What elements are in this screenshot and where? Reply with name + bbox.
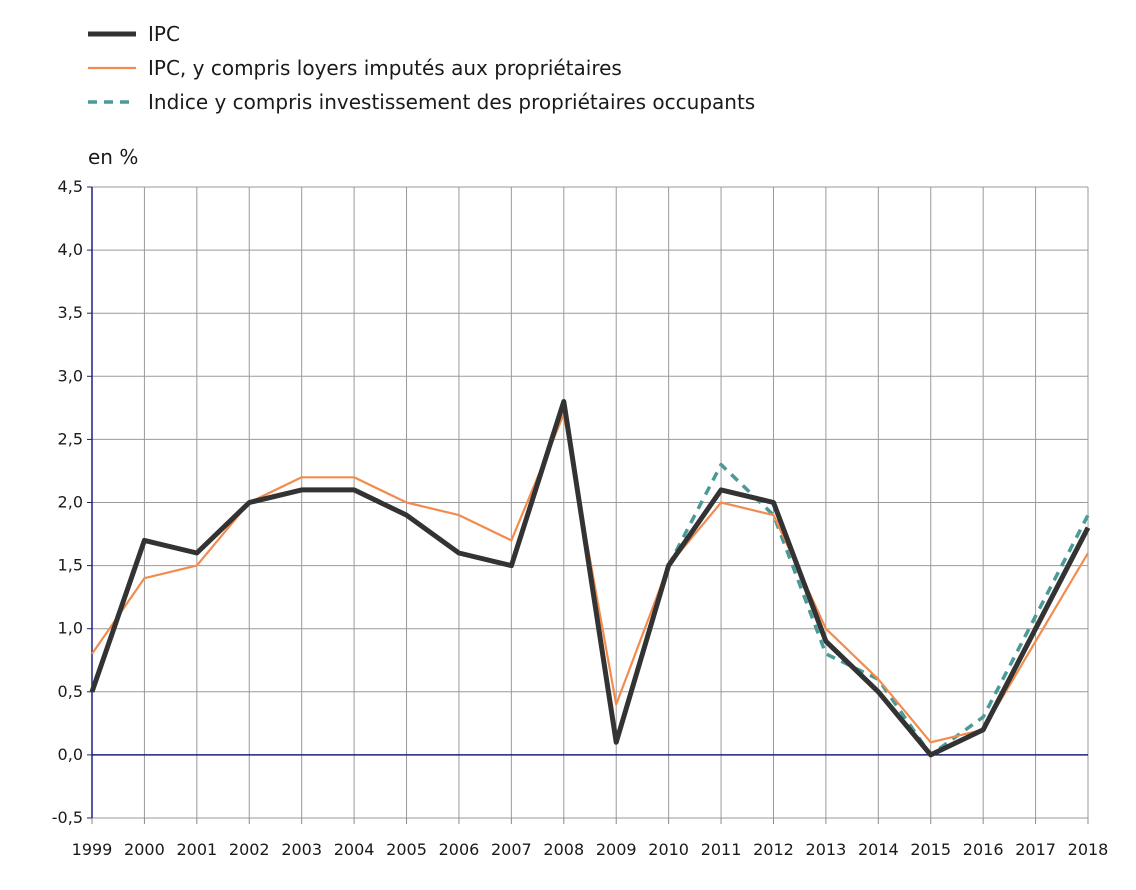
- x-tick-label: 2001: [176, 840, 217, 859]
- x-tick-label: 2012: [753, 840, 794, 859]
- series-group: [89, 399, 1091, 758]
- x-tick-label: 1999: [72, 840, 113, 859]
- legend-item-indice-investissement: Indice y compris investissement des prop…: [88, 90, 755, 114]
- y-tick-label: 3,0: [58, 366, 83, 385]
- y-tick-label: 4,0: [58, 240, 83, 259]
- series-line-ipc: [89, 399, 1091, 758]
- axes: [87, 186, 1089, 824]
- x-tick-label: 2003: [281, 840, 322, 859]
- legend-item-ipc: IPC: [88, 22, 180, 46]
- legend-label: IPC: [148, 22, 180, 46]
- legend-item-ipc-loyers: IPC, y compris loyers imputés aux propri…: [88, 56, 622, 80]
- x-tick-label: 2007: [491, 840, 532, 859]
- legend-label: Indice y compris investissement des prop…: [148, 90, 755, 114]
- x-tick-label: 2018: [1068, 840, 1109, 859]
- x-tick-label: 2000: [124, 840, 165, 859]
- legend: IPC IPC, y compris loyers imputés aux pro…: [88, 22, 755, 114]
- x-tick-labels: 1999 2000 2001 2002 2003 2004 2005 2006 2007 2008…: [72, 840, 1109, 859]
- x-tick-label: 2011: [701, 840, 742, 859]
- x-tick-label: 2013: [806, 840, 847, 859]
- x-tick-label: 2016: [963, 840, 1004, 859]
- x-tick-label: 2015: [910, 840, 951, 859]
- x-tick-label: 2006: [439, 840, 480, 859]
- x-tick-label: 2002: [229, 840, 270, 859]
- x-tick-label: 2009: [596, 840, 637, 859]
- x-tick-label: 2010: [648, 840, 689, 859]
- y-tick-label: 4,5: [58, 177, 83, 196]
- y-tick-label: 3,5: [58, 303, 83, 322]
- y-unit-label: en %: [88, 145, 138, 169]
- y-tick-label: 2,5: [58, 429, 83, 448]
- y-tick-label: 0,0: [58, 745, 83, 764]
- x-tick-label: 2014: [858, 840, 899, 859]
- grid: [92, 186, 1089, 819]
- y-tick-label: -0,5: [52, 808, 83, 827]
- x-tick-label: 2004: [334, 840, 375, 859]
- y-tick-label: 0,5: [58, 682, 83, 701]
- x-tick-label: 2008: [543, 840, 584, 859]
- y-tick-label: 1,5: [58, 556, 83, 575]
- x-tick-label: 2017: [1015, 840, 1056, 859]
- y-tick-labels: -0,5 0,0 0,5 1,0 1,5 2,0 2,5 3,0 3,5 4,0 4,5: [52, 177, 83, 827]
- x-tick-label: 2005: [386, 840, 427, 859]
- series-line-indice-investissement: [667, 462, 1090, 757]
- legend-label: IPC, y compris loyers imputés aux propri…: [148, 56, 622, 80]
- y-tick-label: 1,0: [58, 619, 83, 638]
- y-tick-label: 2,0: [58, 493, 83, 512]
